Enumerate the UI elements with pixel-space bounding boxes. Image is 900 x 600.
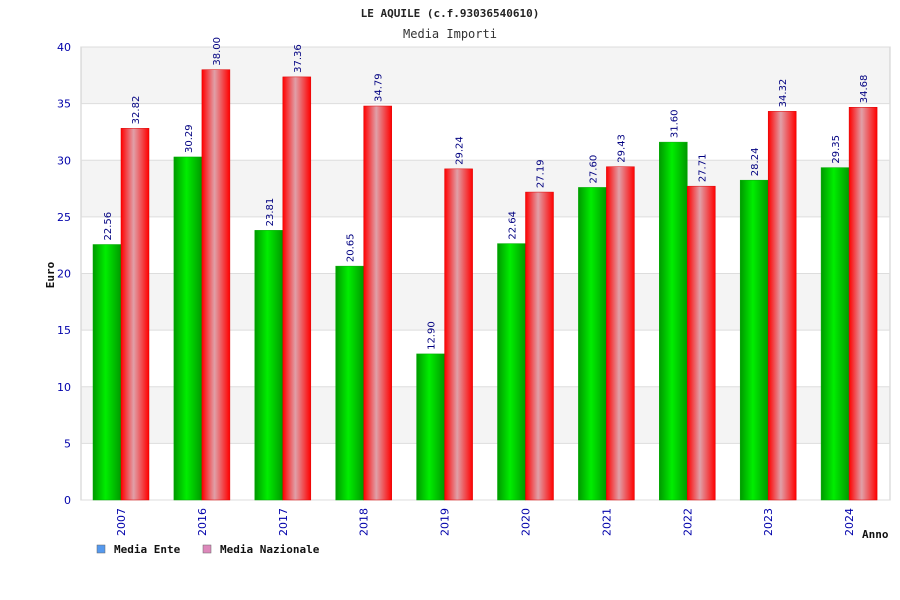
y-tick-label: 5 bbox=[64, 437, 71, 450]
bar-media-ente bbox=[739, 179, 769, 501]
data-label: 27.71 bbox=[697, 154, 708, 183]
data-label: 34.68 bbox=[859, 75, 870, 104]
bar-media-ente bbox=[173, 156, 203, 501]
y-tick-label: 15 bbox=[57, 324, 71, 337]
bar-media-ente bbox=[254, 230, 284, 501]
data-label: 23.81 bbox=[265, 198, 276, 227]
legend-label: Media Ente bbox=[114, 543, 181, 556]
x-tick-label: 2020 bbox=[520, 508, 533, 536]
x-tick-label: 2007 bbox=[115, 508, 128, 536]
data-label: 27.19 bbox=[536, 159, 547, 188]
bar-media-nazionale bbox=[282, 76, 312, 501]
chart-subtitle: Media Importi bbox=[403, 27, 497, 41]
y-tick-label: 10 bbox=[57, 381, 71, 394]
y-tick-label: 25 bbox=[57, 211, 71, 224]
data-label: 20.65 bbox=[346, 233, 357, 262]
data-label: 31.60 bbox=[669, 109, 680, 138]
data-label: 37.36 bbox=[293, 44, 304, 73]
data-label: 32.82 bbox=[131, 96, 142, 125]
chart-title: LE AQUILE (c.f.93036540610) bbox=[361, 7, 540, 20]
legend-label: Media Nazionale bbox=[220, 543, 320, 556]
bar-media-nazionale bbox=[525, 191, 554, 501]
data-label: 34.79 bbox=[374, 73, 385, 102]
x-axis-ticks: 2007 2016 2017 2018 2019 2020 2021 2022 2023 2024 bbox=[115, 508, 856, 536]
data-label: 29.35 bbox=[831, 135, 842, 164]
y-axis-ticks: 0 5 10 15 20 25 30 35 40 bbox=[57, 41, 71, 507]
x-tick-label: 2021 bbox=[600, 508, 613, 536]
legend-swatch bbox=[202, 544, 212, 554]
y-axis-label: Euro bbox=[44, 261, 57, 288]
bar-media-nazionale bbox=[363, 105, 392, 501]
bar-media-ente bbox=[92, 244, 122, 501]
x-tick-label: 2023 bbox=[762, 508, 775, 536]
x-tick-label: 2016 bbox=[196, 508, 209, 536]
bar-media-ente bbox=[497, 243, 526, 501]
data-label: 27.60 bbox=[588, 155, 599, 184]
data-label: 34.32 bbox=[778, 79, 789, 108]
y-tick-label: 40 bbox=[57, 41, 71, 54]
x-tick-label: 2019 bbox=[439, 508, 452, 536]
bar-media-nazionale bbox=[444, 168, 473, 501]
bar-media-nazionale bbox=[848, 106, 878, 501]
x-axis-label: Anno bbox=[862, 528, 889, 541]
x-tick-label: 2018 bbox=[358, 508, 371, 536]
bar-media-nazionale bbox=[606, 166, 635, 501]
legend: Media Ente Media Nazionale bbox=[96, 543, 320, 556]
x-tick-label: 2022 bbox=[681, 508, 694, 536]
bar-media-nazionale bbox=[120, 128, 150, 501]
bars-group bbox=[92, 69, 878, 501]
data-label: 38.00 bbox=[212, 37, 223, 66]
bar-media-ente bbox=[659, 141, 688, 501]
y-tick-label: 30 bbox=[57, 154, 71, 167]
bar-media-nazionale bbox=[201, 69, 231, 501]
bar-media-nazionale bbox=[767, 111, 797, 501]
data-label: 28.24 bbox=[750, 148, 761, 177]
data-label: 22.56 bbox=[103, 212, 114, 241]
data-label: 29.24 bbox=[455, 136, 466, 165]
y-tick-label: 35 bbox=[57, 98, 71, 111]
x-tick-label: 2024 bbox=[843, 508, 856, 536]
x-tick-label: 2017 bbox=[277, 508, 290, 536]
data-label: 22.64 bbox=[508, 211, 519, 240]
data-label: 30.29 bbox=[184, 124, 195, 153]
legend-swatch bbox=[96, 544, 106, 554]
data-label: 12.90 bbox=[427, 321, 438, 350]
bar-media-ente bbox=[578, 187, 607, 501]
bar-media-ente bbox=[335, 265, 364, 501]
y-tick-label: 20 bbox=[57, 268, 71, 281]
y-tick-label: 0 bbox=[64, 494, 71, 507]
bar-media-nazionale bbox=[687, 185, 716, 501]
data-labels-group: 22.56 32.82 30.29 38.00 23.81 37.36 20.65 34.79… bbox=[103, 37, 870, 350]
bar-media-ente bbox=[416, 353, 445, 501]
bar-media-ente bbox=[820, 167, 850, 501]
data-label: 29.43 bbox=[616, 134, 627, 163]
